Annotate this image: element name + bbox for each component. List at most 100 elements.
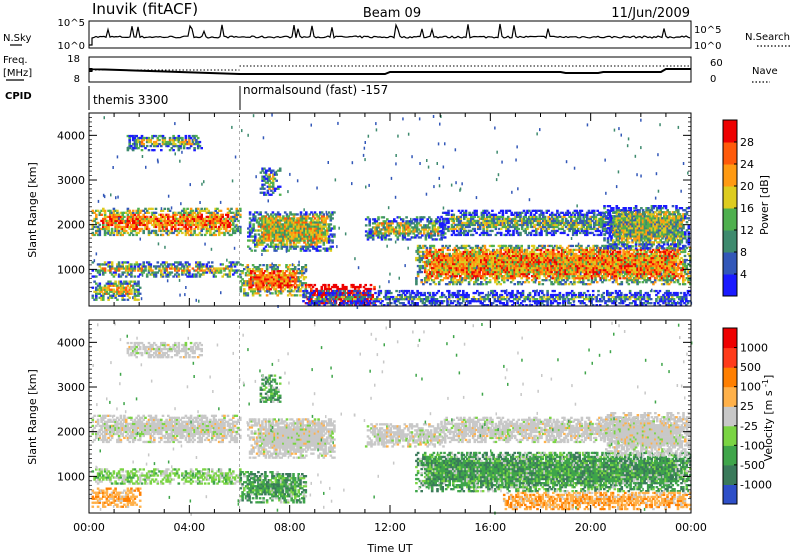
heatmap-cell bbox=[610, 262, 613, 266]
heatmap-cell bbox=[420, 266, 423, 270]
heatmap-cell bbox=[165, 269, 168, 272]
heatmap-cell bbox=[137, 267, 140, 270]
heatmap-cell bbox=[302, 272, 306, 275]
heatmap-cell bbox=[255, 288, 258, 291]
heatmap-cell bbox=[263, 177, 266, 180]
heatmap-cell bbox=[457, 270, 460, 274]
heatmap-cell bbox=[110, 265, 114, 268]
heatmap-cell bbox=[315, 237, 319, 240]
heatmap-cell bbox=[276, 286, 279, 289]
heatmap-cell bbox=[588, 270, 592, 274]
heatmap-cell bbox=[304, 264, 308, 267]
heatmap-cell bbox=[432, 264, 436, 268]
heatmap-cell bbox=[308, 235, 312, 238]
heatmap-cell bbox=[295, 290, 299, 293]
heatmap-cell bbox=[429, 258, 432, 262]
heatmap-cell bbox=[295, 294, 299, 297]
heatmap-cell bbox=[322, 231, 326, 234]
heatmap-cell bbox=[160, 223, 163, 227]
heatmap-cell bbox=[364, 287, 367, 291]
heatmap-cell bbox=[464, 260, 467, 264]
heatmap-cell bbox=[100, 296, 103, 299]
heatmap-cell bbox=[308, 243, 312, 246]
heatmap-cell bbox=[415, 230, 419, 233]
heatmap-cell bbox=[196, 267, 200, 270]
heatmap-cell bbox=[439, 254, 443, 258]
heatmap-cell bbox=[595, 272, 599, 276]
heatmap-cell bbox=[313, 235, 317, 238]
heatmap-cell bbox=[130, 275, 133, 278]
heatmap-cell bbox=[305, 235, 308, 238]
heatmap-cell bbox=[226, 223, 230, 227]
heatmap-cell bbox=[123, 271, 126, 274]
heatmap-cell bbox=[599, 270, 602, 274]
heatmap-cell bbox=[301, 235, 305, 238]
heatmap-cell bbox=[266, 249, 269, 252]
heatmap-cell bbox=[599, 252, 602, 256]
heatmap-cell bbox=[203, 209, 207, 212]
heatmap-cell bbox=[483, 270, 487, 274]
heatmap-cell bbox=[592, 281, 595, 284]
heatmap-cell bbox=[296, 223, 299, 226]
heatmap-cell bbox=[209, 271, 212, 274]
heatmap-cell bbox=[416, 270, 420, 274]
heatmap-cell bbox=[93, 211, 96, 214]
heatmap-cell bbox=[574, 268, 578, 272]
heatmap-cell bbox=[495, 283, 499, 286]
heatmap-cell bbox=[504, 244, 508, 248]
heatmap-cell bbox=[265, 294, 269, 297]
heatmap-cell bbox=[435, 220, 438, 223]
heatmap-cell bbox=[233, 231, 237, 235]
heatmap-cell bbox=[170, 227, 174, 231]
heatmap-cell bbox=[407, 220, 410, 223]
heatmap-cell bbox=[296, 219, 299, 222]
heatmap-cell bbox=[457, 266, 460, 270]
heatmap-cell bbox=[578, 268, 581, 272]
heatmap-cell bbox=[513, 258, 516, 262]
heatmap-cell bbox=[320, 239, 324, 242]
heatmap-cell bbox=[324, 231, 327, 234]
heatmap-cell bbox=[168, 149, 172, 152]
heatmap-cell bbox=[244, 272, 248, 275]
heatmap-cell bbox=[182, 265, 186, 268]
heatmap-cell bbox=[587, 264, 590, 268]
heatmap-cell bbox=[566, 262, 569, 266]
heatmap-cell bbox=[96, 209, 100, 212]
heatmap-cell bbox=[504, 248, 508, 252]
heatmap-cell bbox=[313, 213, 317, 216]
heatmap-cell bbox=[543, 256, 546, 260]
heatmap-cell bbox=[597, 275, 601, 278]
heatmap-cell bbox=[523, 254, 527, 258]
heatmap-cell bbox=[297, 239, 301, 242]
heatmap-cell bbox=[375, 234, 379, 237]
heatmap-cell bbox=[495, 262, 499, 266]
heatmap-cell bbox=[587, 252, 590, 256]
heatmap-cell bbox=[597, 260, 601, 264]
heatmap-cell bbox=[474, 256, 478, 260]
heatmap-cell bbox=[121, 219, 124, 223]
heatmap-cell bbox=[144, 223, 147, 227]
heatmap-cell bbox=[441, 262, 444, 266]
heatmap-cell bbox=[603, 270, 606, 274]
heatmap-cell bbox=[131, 213, 135, 216]
heatmap-cell bbox=[418, 256, 422, 260]
heatmap-cell bbox=[555, 275, 559, 278]
heatmap-cell bbox=[126, 298, 130, 301]
heatmap-cell bbox=[299, 247, 303, 250]
heatmap-cell bbox=[444, 283, 448, 286]
heatmap-cell bbox=[196, 136, 200, 140]
heatmap-cell bbox=[103, 261, 107, 264]
heatmap-cell bbox=[232, 261, 235, 264]
heatmap-cell bbox=[432, 262, 436, 266]
heatmap-cell bbox=[301, 231, 305, 234]
heatmap-cell bbox=[237, 211, 240, 214]
heatmap-cell bbox=[191, 217, 195, 221]
heatmap-cell bbox=[460, 281, 464, 284]
heatmap-cell bbox=[590, 260, 594, 264]
heatmap-cell bbox=[144, 227, 147, 231]
heatmap-cell bbox=[511, 250, 515, 254]
heatmap-cell bbox=[261, 227, 264, 230]
heatmap-cell bbox=[107, 221, 110, 225]
heatmap-cell bbox=[219, 231, 223, 235]
heatmap-cell bbox=[196, 263, 200, 266]
